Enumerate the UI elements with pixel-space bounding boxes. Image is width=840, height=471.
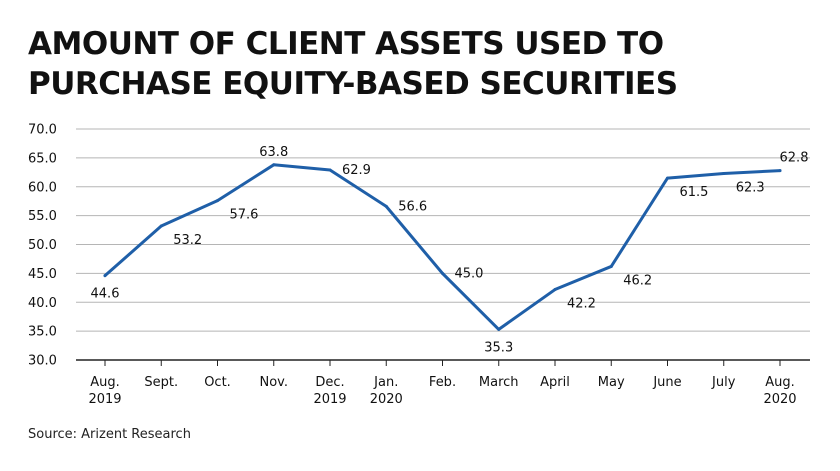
data-label: 62.3 xyxy=(736,180,765,195)
line-chart: 30.0 35.0 40.0 45.0 50.0 55.0 60.0 65.0 70.0 Aug… xyxy=(28,123,810,407)
x-tick-label: Aug. 2020 xyxy=(763,375,796,407)
x-tick-label: April xyxy=(540,375,570,390)
data-label: 35.3 xyxy=(484,340,513,355)
data-label: 45.0 xyxy=(455,266,484,281)
y-tick-label: 35.0 xyxy=(28,325,57,340)
data-point xyxy=(553,288,557,292)
x-tick-label: Nov. xyxy=(260,375,289,390)
data-point xyxy=(441,271,444,275)
gridlines xyxy=(76,128,810,332)
y-tick-label: 65.0 xyxy=(28,151,57,166)
data-point xyxy=(272,163,276,167)
data-point xyxy=(666,176,669,180)
x-tick-label: March xyxy=(479,375,519,390)
data-point xyxy=(216,199,219,203)
y-axis-ticks: 30.0 35.0 40.0 45.0 50.0 55.0 60.0 65.0 70.0 xyxy=(28,123,57,369)
y-tick-label: 45.0 xyxy=(28,267,57,282)
y-tick-label: 60.0 xyxy=(28,180,57,195)
data-point xyxy=(159,224,163,228)
y-tick-label: 30.0 xyxy=(28,354,57,369)
data-label: 61.5 xyxy=(680,185,709,200)
y-tick-label: 55.0 xyxy=(28,209,57,224)
x-tick-label: Aug. 2019 xyxy=(88,375,121,407)
data-point xyxy=(328,168,332,172)
data-label: 63.8 xyxy=(259,145,288,160)
y-tick-label: 40.0 xyxy=(28,296,57,311)
x-tick-label: Sept. xyxy=(144,375,178,390)
data-point xyxy=(384,204,388,208)
x-axis-ticks: Aug. 2019 Sept. Oct. Nov. Dec. 2019 Jan. 2020 Feb… xyxy=(88,360,797,407)
data-point xyxy=(778,169,782,173)
data-label: 46.2 xyxy=(623,273,652,288)
y-tick-label: 70.0 xyxy=(28,123,57,138)
x-tick-label: July xyxy=(711,375,736,390)
data-label: 42.2 xyxy=(567,297,596,312)
x-tick-label: Jan. 2020 xyxy=(370,375,403,407)
chart-title: AMOUNT OF CLIENT ASSETS USED TO PURCHASE… xyxy=(28,26,678,102)
data-label: 56.6 xyxy=(398,199,427,214)
data-labels: 44.6 53.2 57.6 63.8 62.9 56.6 45.0 35.3 42.2 46.2… xyxy=(91,145,809,356)
x-tick-label: Oct. xyxy=(204,375,231,390)
data-label: 53.2 xyxy=(173,233,202,248)
data-point xyxy=(609,264,613,268)
data-point xyxy=(103,274,107,278)
data-label: 62.9 xyxy=(342,163,371,178)
data-label: 57.6 xyxy=(230,208,259,223)
data-point xyxy=(722,171,726,175)
source-note: Source: Arizent Research xyxy=(28,427,191,442)
data-label: 62.8 xyxy=(780,151,809,166)
data-point xyxy=(497,327,501,331)
x-tick-label: May xyxy=(598,375,625,390)
y-tick-label: 50.0 xyxy=(28,238,57,253)
series-line xyxy=(103,163,782,331)
x-tick-label: June xyxy=(652,375,681,390)
x-tick-label: Feb. xyxy=(429,375,456,390)
data-label: 44.6 xyxy=(91,287,120,302)
x-tick-label: Dec. 2019 xyxy=(313,375,346,407)
